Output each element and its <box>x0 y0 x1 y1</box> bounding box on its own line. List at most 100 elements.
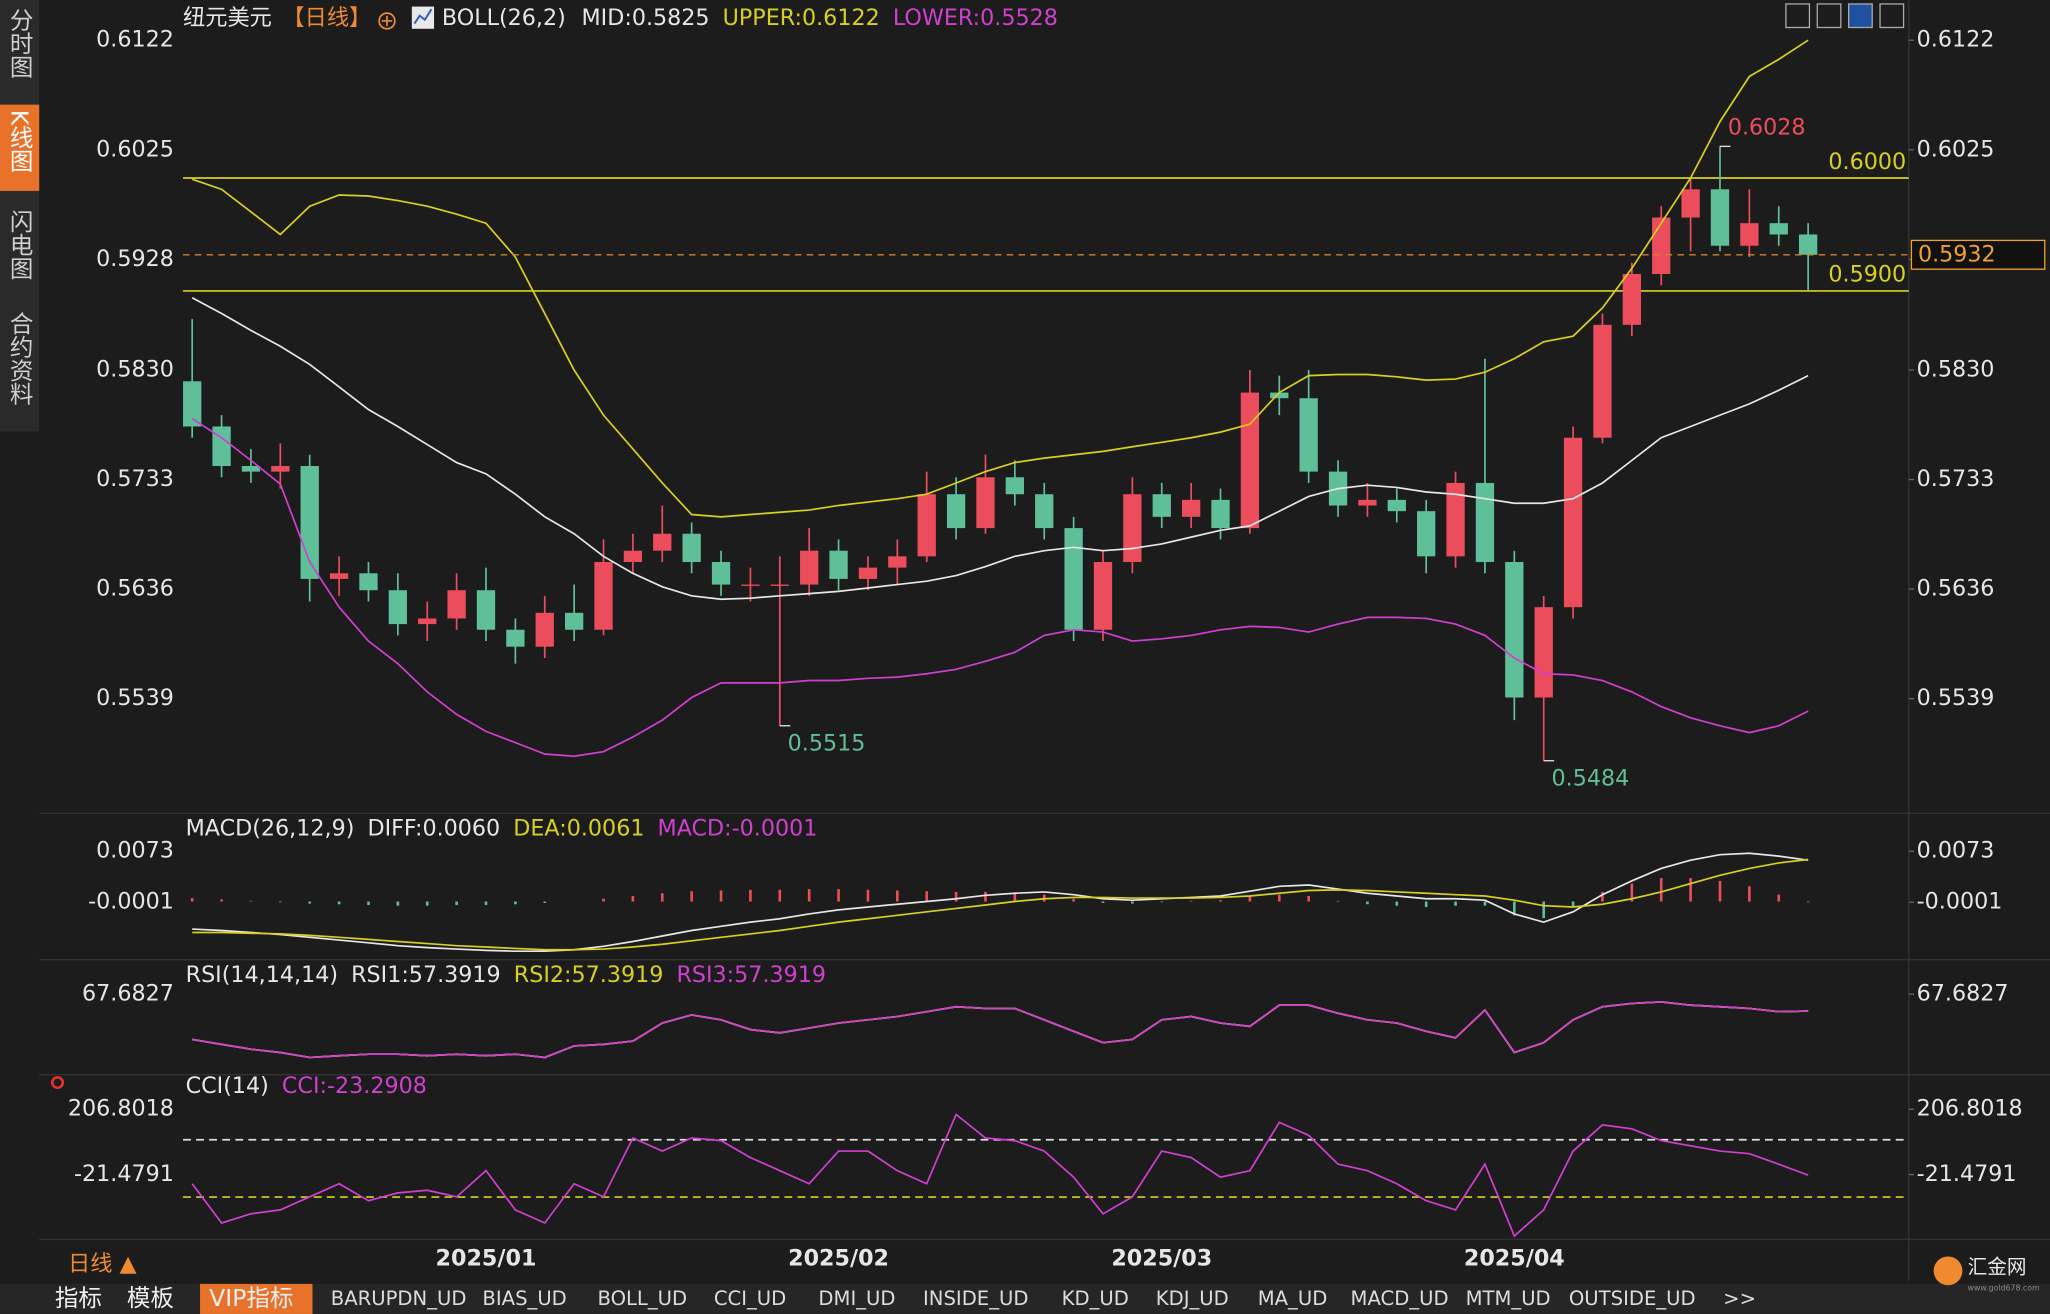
macd-bar <box>396 901 400 906</box>
toolbar-item[interactable]: 模板 <box>127 1284 174 1312</box>
toolbar-item[interactable]: 指标 <box>55 1284 102 1312</box>
toolbar-item[interactable]: BIAS_UD <box>482 1287 566 1310</box>
candle-body <box>770 584 789 586</box>
toolbar-item[interactable]: VIP指标 <box>209 1284 293 1312</box>
last-price-label: 0.5932 <box>1918 241 1996 267</box>
candle-body <box>506 629 525 647</box>
candle-body <box>1270 392 1289 399</box>
sidebar-tab[interactable]: 分时图 <box>6 8 34 79</box>
sidebar-tab[interactable]: K线图 <box>6 110 34 173</box>
macd-bar <box>837 889 840 902</box>
extreme-label: 0.6028 <box>1728 115 1806 141</box>
chart-title: 纽元美元 <box>183 5 272 31</box>
indicator-line <box>191 1113 1809 1238</box>
macd-bar <box>543 901 547 903</box>
candle-body <box>329 573 349 579</box>
candle-body <box>976 477 995 529</box>
macd-bar <box>866 889 870 902</box>
macd-bar <box>631 896 635 902</box>
macd-bar <box>1101 901 1105 903</box>
candle-body <box>1710 189 1730 246</box>
macd-bar <box>778 889 782 902</box>
toolbar-item[interactable]: MA_UD <box>1258 1287 1328 1310</box>
legend-entry: RSI2:57.3919 <box>514 962 664 988</box>
macd-bar <box>1366 901 1369 905</box>
toolbar-item[interactable]: KD_UD <box>1062 1287 1129 1310</box>
view-button[interactable] <box>1816 3 1842 29</box>
candle-body <box>535 612 554 647</box>
level-label: 0.6000 <box>1828 149 1906 175</box>
candle-body <box>359 573 378 591</box>
legend-entry: RSI3:57.3919 <box>676 962 826 988</box>
candle-body <box>858 567 878 579</box>
macd-bar <box>749 889 752 902</box>
candle-body <box>476 590 496 630</box>
logo-icon <box>1933 1256 1963 1286</box>
toolbar-item[interactable]: DMI_UD <box>818 1287 895 1310</box>
y-tick-label: 0.5830 <box>96 356 174 382</box>
candle-body <box>1475 482 1495 562</box>
level-label: 0.5900 <box>1828 262 1906 288</box>
toolbar-item[interactable]: OUTSIDE_UD <box>1569 1287 1696 1310</box>
candle-body <box>1593 324 1612 438</box>
period-label[interactable]: 日线 ▲ <box>68 1251 138 1277</box>
toolbar-item[interactable]: MACD_UD <box>1351 1287 1449 1310</box>
macd-bar <box>1659 878 1663 902</box>
candle-body <box>800 550 819 585</box>
macd-bar <box>367 901 370 905</box>
settings-icon-ring <box>50 1076 65 1090</box>
toolbar-item[interactable]: CCI_UD <box>714 1287 786 1310</box>
view-button[interactable] <box>1848 3 1873 29</box>
view-button[interactable] <box>1879 3 1905 29</box>
candle-body <box>917 494 936 557</box>
macd-bar <box>690 891 693 902</box>
logo-name: 汇金网 <box>1968 1256 2027 1279</box>
candle-body <box>418 618 437 625</box>
x-tick-label: 2025/04 <box>1464 1246 1565 1272</box>
macd-bar <box>220 899 223 902</box>
macd-bar <box>1777 894 1781 902</box>
toolbar-item[interactable]: INSIDE_UD <box>923 1287 1028 1310</box>
candle-body <box>682 533 701 562</box>
y-tick-label: 67.6827 <box>82 981 174 1007</box>
candle-body <box>888 556 907 568</box>
last-price-box <box>1910 239 2046 270</box>
macd-bar <box>1072 898 1075 902</box>
y-tick-label-right: 0.5539 <box>1917 685 1995 711</box>
macd-bar <box>896 890 899 902</box>
sidebar <box>0 0 40 432</box>
candle-body <box>1035 494 1054 529</box>
toolbar-item[interactable]: KDJ_UD <box>1156 1287 1229 1310</box>
macd-bar <box>455 901 458 905</box>
indicator-icon[interactable] <box>411 6 435 29</box>
toolbar-item[interactable]: BOLL_UD <box>597 1287 687 1310</box>
add-icon[interactable] <box>378 12 396 30</box>
candle-body <box>1622 273 1641 325</box>
y-tick-label-right: 0.0073 <box>1917 838 1995 864</box>
macd-bar <box>1718 880 1722 902</box>
sidebar-tab[interactable]: 闪电图 <box>6 209 34 280</box>
toolbar-item[interactable]: MTM_UD <box>1466 1287 1551 1310</box>
indicator-line <box>192 858 1809 951</box>
sidebar-tab[interactable]: 合约资料 <box>6 311 34 406</box>
period: 【日线】 <box>282 5 371 31</box>
candle-body <box>1798 234 1818 255</box>
legend-entry: CCI(14) <box>186 1073 269 1099</box>
y-tick-label-right: -0.0001 <box>1917 889 2003 915</box>
candle-body <box>1534 607 1553 698</box>
view-button[interactable] <box>1785 3 1811 29</box>
candle-body <box>1387 499 1406 512</box>
toolbar <box>0 1283 2050 1314</box>
toolbar-active <box>200 1283 313 1314</box>
candle-body <box>653 533 672 551</box>
settings-icon[interactable] <box>50 1076 65 1090</box>
macd-bar <box>1248 896 1252 902</box>
candle-body <box>1563 437 1583 608</box>
legend-entry: MID:0.5825 <box>582 5 710 31</box>
candle-body <box>1446 482 1465 557</box>
legend-entry: MACD(26,12,9) <box>186 815 355 841</box>
x-tick-label: 2025/01 <box>436 1246 537 1272</box>
toolbar-item[interactable]: >> <box>1723 1287 1756 1310</box>
y-tick-label-right: -21.4791 <box>1917 1161 2017 1187</box>
toolbar-item[interactable]: BARUPDN_UD <box>331 1287 467 1310</box>
